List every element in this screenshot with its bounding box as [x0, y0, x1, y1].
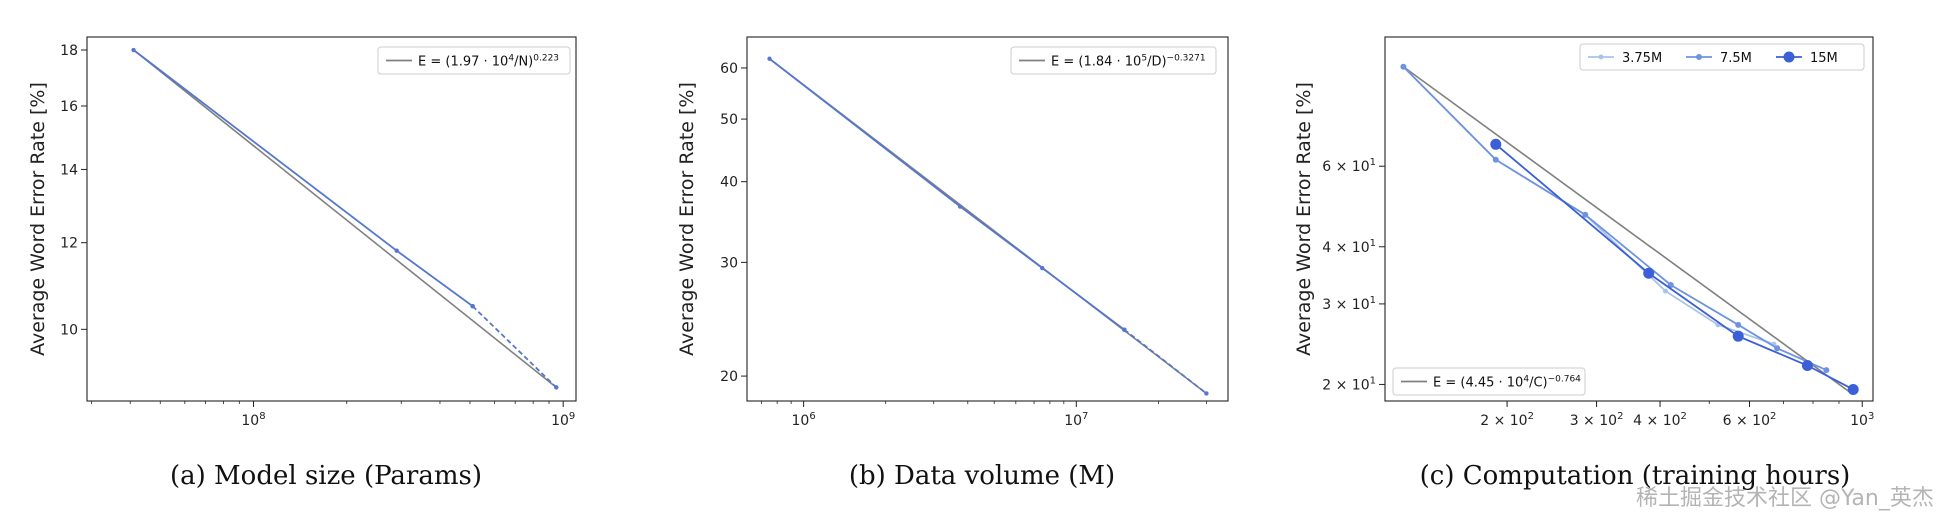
- data-point: [470, 303, 475, 309]
- legend-fit-label: E = (4.45 · 104/C)−0.764: [1433, 375, 1581, 391]
- x-tick-label: 108: [241, 411, 265, 429]
- y-tick-label: 16: [60, 99, 78, 115]
- legend-frame: [377, 46, 571, 75]
- panel-caption: (b) Data volume (M): [849, 461, 1115, 491]
- data-point: [1667, 281, 1674, 288]
- data-point: [1040, 265, 1045, 271]
- data-point: [767, 56, 772, 61]
- data-point: [1801, 360, 1813, 372]
- fit-line: [1402, 66, 1854, 396]
- fit-line: [133, 49, 557, 389]
- y-tick-label: 60: [720, 61, 738, 77]
- panel-2: 106 107 20 30 40 50 60 Average Word Error Rate …: [676, 36, 1229, 491]
- y-tick-label: 6 × 101: [1322, 157, 1376, 175]
- legend-series-label: 15M: [1810, 51, 1838, 66]
- y-tick-label: 18: [60, 43, 78, 59]
- plot-frame: [86, 36, 577, 402]
- series-line-3-75M: [1402, 66, 1775, 345]
- y-axis-label: Average Word Error Rate [%]: [27, 82, 49, 356]
- panel-caption: (c) Computation (training hours): [1420, 461, 1851, 491]
- legend-swatch-marker: [1598, 54, 1604, 60]
- data-point: [1847, 383, 1859, 395]
- plot-frame: [1384, 36, 1874, 402]
- data-point: [957, 204, 963, 209]
- x-tick-label: 107: [1064, 411, 1088, 429]
- series-line-1: [133, 49, 474, 307]
- data-point: [1492, 156, 1499, 163]
- legend-swatch-marker: [1783, 51, 1795, 63]
- series-line-15M: [1495, 143, 1854, 391]
- data-point: [394, 248, 399, 253]
- y-tick-label: 10: [60, 322, 78, 338]
- series-line-2: [471, 305, 557, 389]
- y-axis-label: Average Word Error Rate [%]: [1293, 82, 1315, 356]
- series-legend: 3.75M 7.5M 15M: [1579, 43, 1865, 71]
- data-point: [1122, 327, 1127, 332]
- legend-series-label: 7.5M: [1720, 51, 1752, 66]
- data-point: [554, 385, 559, 390]
- y-tick-label: 20: [720, 369, 738, 385]
- y-axis-label: Average Word Error Rate [%]: [676, 82, 698, 356]
- x-tick-label: 109: [551, 411, 575, 429]
- y-tick-label: 4 × 101: [1322, 238, 1376, 256]
- legend-series-label: 3.75M: [1622, 51, 1662, 66]
- y-tick-label: 50: [720, 112, 738, 128]
- x-tick-label: 4 × 102: [1633, 411, 1687, 429]
- series-line-2: [1123, 328, 1207, 395]
- plot-frame: [746, 36, 1229, 402]
- data-point: [1663, 288, 1669, 294]
- panel-3: 2 × 102 3 × 102 4 × 102 6 × 102 103 2 × 101 3 …: [1293, 36, 1874, 491]
- fit-legend: E = (1.97 · 104/N)0.223: [377, 46, 571, 75]
- panel-1: 108 109 10 12 14 16 18 Average Word Error Rate …: [27, 36, 577, 491]
- legend-frame: [1392, 367, 1586, 396]
- x-tick-label: 3 × 102: [1570, 411, 1624, 429]
- data-point: [1490, 138, 1502, 150]
- y-tick-label: 2 × 101: [1322, 375, 1376, 393]
- data-point: [131, 47, 136, 53]
- legend-fit-label: E = (1.84 · 105/D)−0.3271: [1051, 54, 1206, 70]
- panel-caption: (a) Model size (Params): [170, 461, 482, 491]
- y-tick-label: 12: [60, 236, 78, 252]
- y-tick-label: 40: [720, 175, 738, 191]
- data-point: [1732, 330, 1744, 342]
- y-tick-label: 3 × 101: [1322, 295, 1376, 313]
- fit-legend: E = (4.45 · 104/C)−0.764: [1392, 367, 1586, 396]
- legend-frame: [1579, 43, 1865, 71]
- data-point: [1735, 321, 1742, 328]
- x-tick-label: 103: [1850, 411, 1874, 429]
- legend-swatch-marker: [1696, 54, 1702, 60]
- legend-fit-label: E = (1.97 · 104/N)0.223: [418, 54, 559, 70]
- data-point: [1204, 391, 1209, 396]
- fit-legend: E = (1.84 · 105/D)−0.3271: [1010, 46, 1217, 75]
- series-line-1: [768, 58, 1125, 331]
- x-tick-label: 2 × 102: [1480, 411, 1534, 429]
- data-point: [1774, 345, 1781, 352]
- data-point: [1643, 267, 1655, 279]
- data-point: [1582, 211, 1589, 218]
- data-point: [1823, 367, 1830, 374]
- y-tick-label: 14: [60, 162, 78, 178]
- x-tick-label: 6 × 102: [1723, 411, 1777, 429]
- y-tick-label: 30: [720, 255, 738, 271]
- x-tick-label: 106: [792, 411, 816, 429]
- legend-frame: [1010, 46, 1217, 75]
- data-point: [1400, 63, 1407, 70]
- watermark: 稀土掘金技术社区 @Yan_英杰: [1636, 486, 1934, 511]
